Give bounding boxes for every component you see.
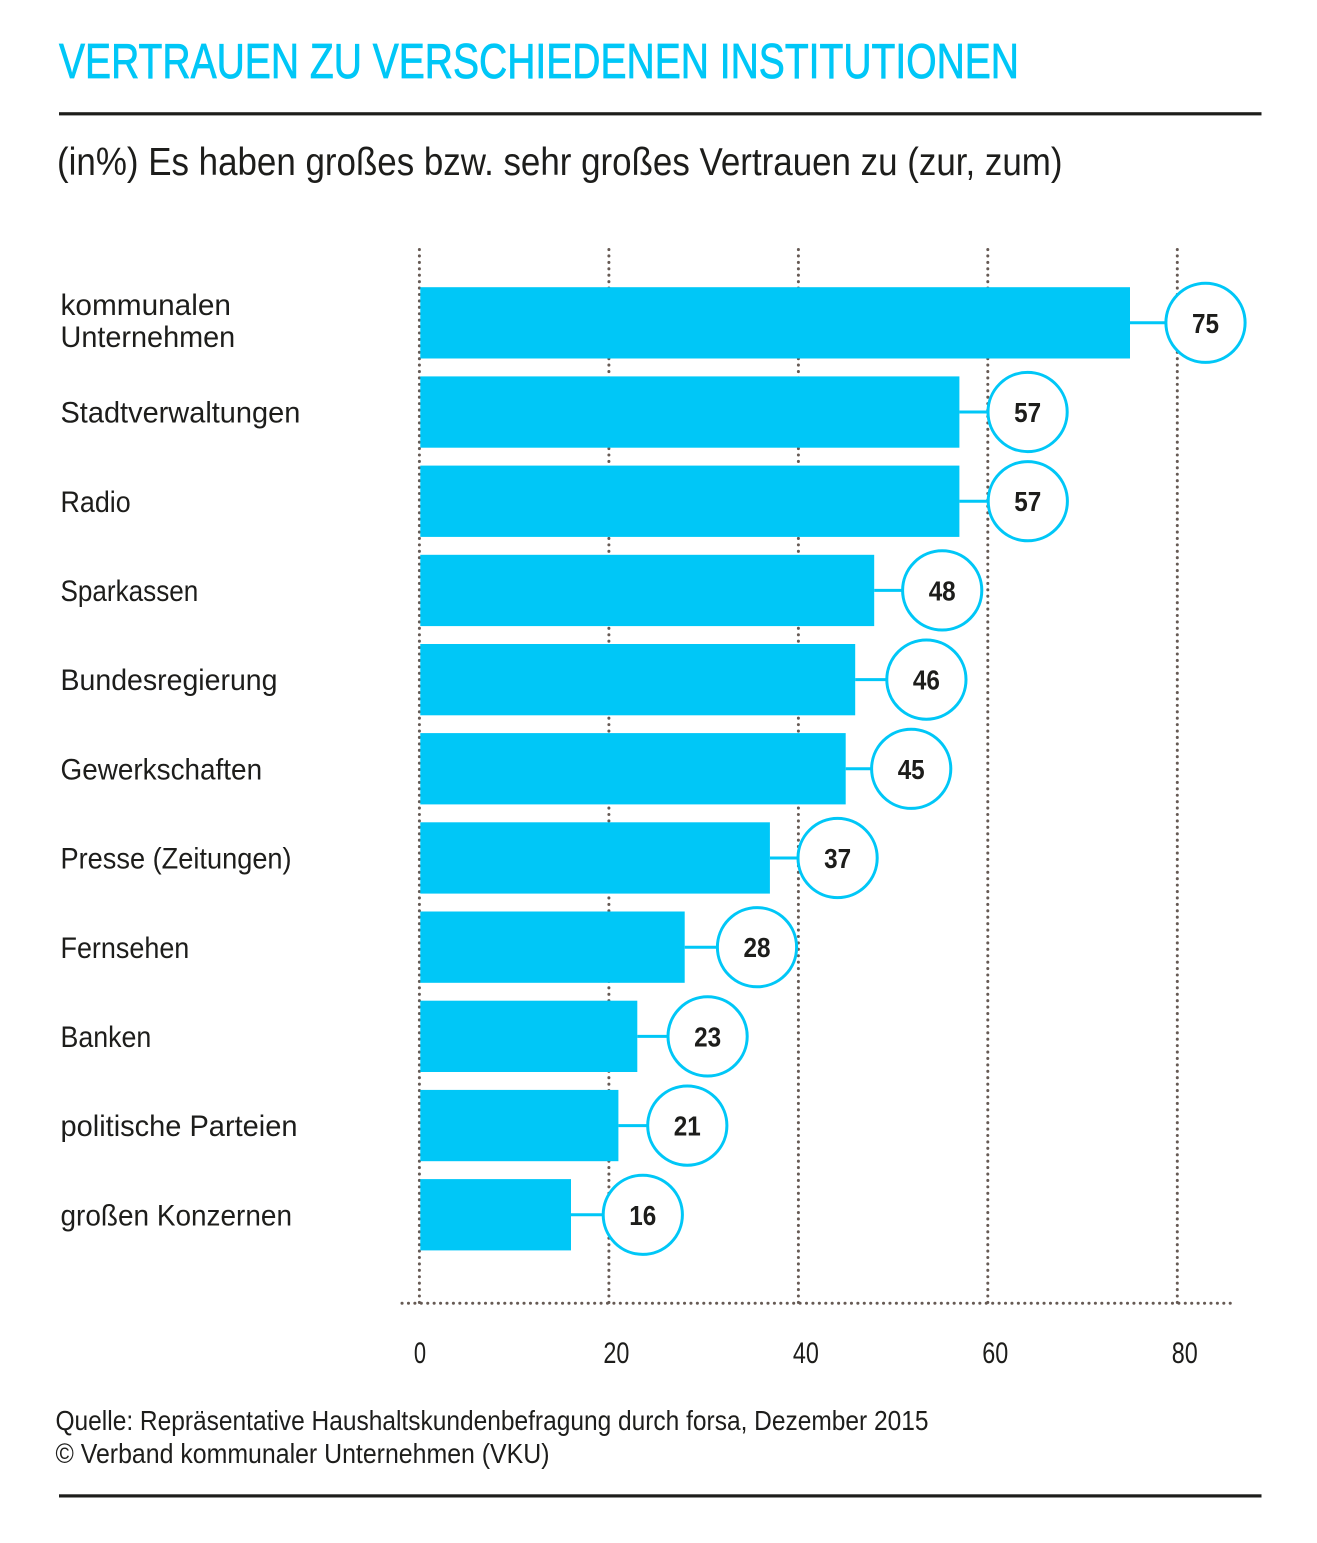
svg-text:75: 75 xyxy=(1192,308,1219,339)
svg-text:kommunalen: kommunalen xyxy=(61,289,232,322)
svg-text:Gewerkschaften: Gewerkschaften xyxy=(61,753,263,786)
svg-text:großen Konzernen: großen Konzernen xyxy=(61,1199,293,1232)
svg-text:Fernsehen: Fernsehen xyxy=(61,932,190,965)
svg-text:80: 80 xyxy=(1172,1337,1198,1370)
svg-text:48: 48 xyxy=(929,575,956,606)
svg-text:Unternehmen: Unternehmen xyxy=(61,321,236,354)
svg-text:Quelle: Repräsentative Haushal: Quelle: Repräsentative Haushaltskundenbe… xyxy=(56,1405,929,1436)
svg-text:40: 40 xyxy=(793,1337,819,1370)
svg-text:(in%) Es haben großes bzw. seh: (in%) Es haben großes bzw. sehr großes V… xyxy=(57,141,1063,184)
svg-text:VERTRAUEN ZU VERSCHIEDENEN INS: VERTRAUEN ZU VERSCHIEDENEN INSTITUTIONEN xyxy=(59,35,1019,89)
svg-text:Banken: Banken xyxy=(61,1021,152,1054)
svg-text:16: 16 xyxy=(629,1200,656,1231)
svg-text:20: 20 xyxy=(603,1337,629,1370)
svg-text:60: 60 xyxy=(982,1337,1008,1370)
svg-text:politische Parteien: politische Parteien xyxy=(61,1110,298,1143)
svg-text:23: 23 xyxy=(694,1021,721,1052)
svg-text:Radio: Radio xyxy=(61,486,131,519)
svg-text:Stadtverwaltungen: Stadtverwaltungen xyxy=(61,397,301,430)
svg-text:37: 37 xyxy=(824,843,851,874)
svg-text:21: 21 xyxy=(674,1111,701,1142)
svg-text:Sparkassen: Sparkassen xyxy=(61,575,199,608)
svg-text:57: 57 xyxy=(1014,486,1041,517)
svg-text:© Verband kommunaler Unternehm: © Verband kommunaler Unternehmen (VKU) xyxy=(56,1438,550,1469)
svg-text:0: 0 xyxy=(414,1337,426,1370)
svg-text:45: 45 xyxy=(898,754,925,785)
svg-text:46: 46 xyxy=(913,665,940,696)
svg-text:57: 57 xyxy=(1014,397,1041,428)
svg-text:Presse (Zeitungen): Presse (Zeitungen) xyxy=(61,843,292,876)
svg-text:Bundesregierung: Bundesregierung xyxy=(61,664,278,697)
svg-text:28: 28 xyxy=(744,932,771,963)
